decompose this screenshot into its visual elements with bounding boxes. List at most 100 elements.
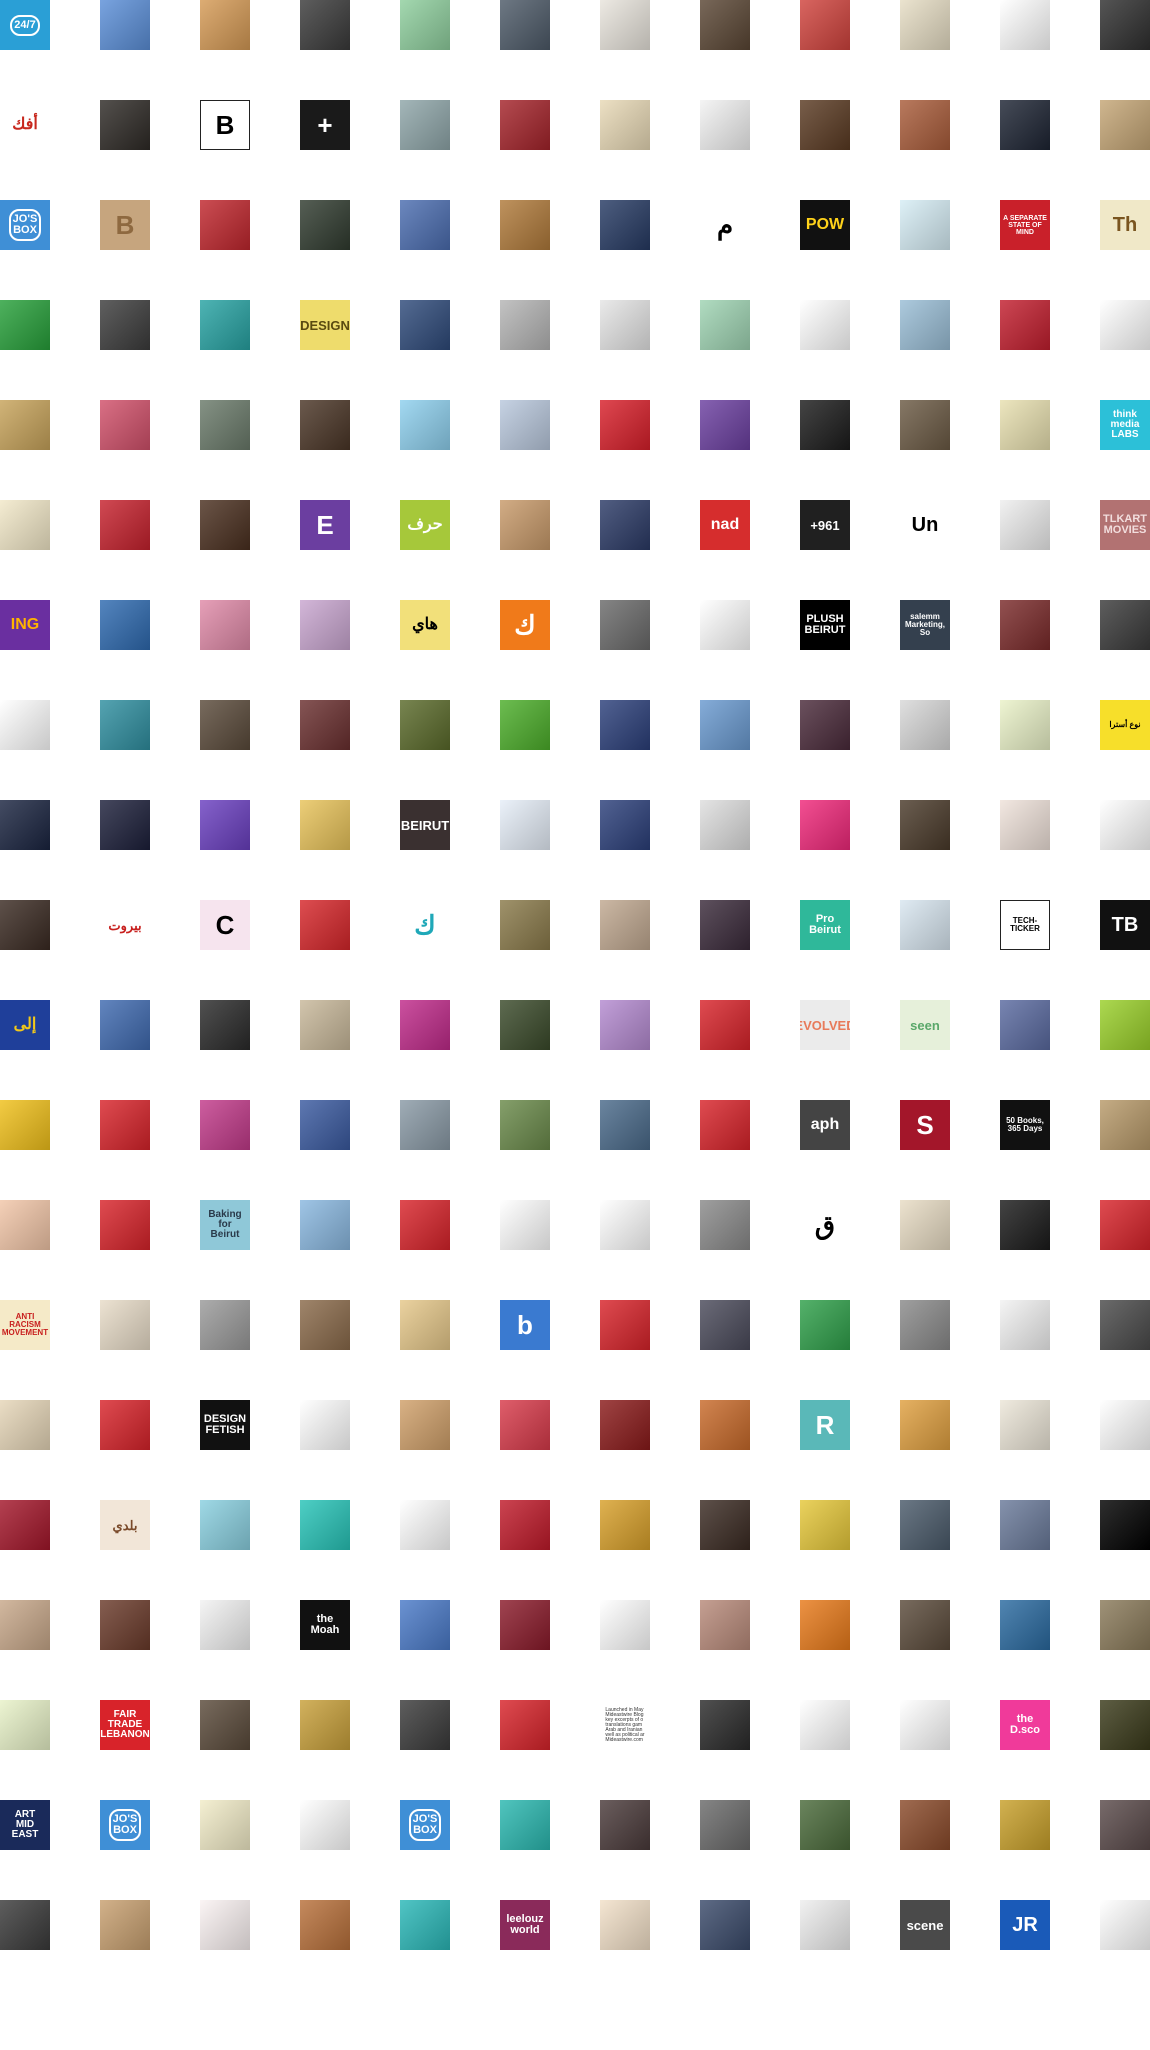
avatar-tile[interactable]: Pro Beirut — [800, 900, 850, 950]
building-icon[interactable] — [400, 200, 450, 250]
lemon-icon[interactable] — [400, 1200, 450, 1250]
avatar-icon[interactable] — [200, 1700, 250, 1750]
avatar-tile[interactable]: PLUSH BEIRUT — [800, 600, 850, 650]
cartoon-face-icon[interactable] — [1000, 400, 1050, 450]
logo-icon[interactable] — [600, 1300, 650, 1350]
emblem-icon[interactable] — [600, 700, 650, 750]
tree-icon[interactable] — [700, 700, 750, 750]
cartoon-face-icon[interactable] — [600, 1900, 650, 1950]
lightning-icon[interactable] — [800, 800, 850, 850]
pattern-icon[interactable] — [600, 1400, 650, 1450]
illustration-icon[interactable] — [200, 1800, 250, 1850]
food-icon[interactable] — [400, 700, 450, 750]
tree-icon[interactable] — [700, 600, 750, 650]
avatar-tile[interactable]: JR — [1000, 1900, 1050, 1950]
avatar-icon[interactable] — [500, 900, 550, 950]
avatar-tile[interactable]: ق — [800, 1200, 850, 1250]
avatar-icon[interactable] — [0, 900, 50, 950]
color-block-icon[interactable] — [300, 400, 350, 450]
flower-icon[interactable] — [300, 1500, 350, 1550]
flowers-icon[interactable] — [1000, 800, 1050, 850]
cedar-flag-icon[interactable] — [100, 1400, 150, 1450]
drink-icon[interactable] — [1000, 1800, 1050, 1850]
avatar-icon[interactable] — [500, 0, 550, 50]
avatar-tile[interactable]: FAIR TRADE LEBANON — [100, 1700, 150, 1750]
cedar-flag-icon[interactable] — [0, 300, 50, 350]
passport-icon[interactable] — [500, 1600, 550, 1650]
ornament-icon[interactable] — [500, 1200, 550, 1250]
cartoon-face-icon[interactable] — [200, 1500, 250, 1550]
pattern-icon[interactable] — [500, 800, 550, 850]
windows-logo-icon[interactable] — [600, 1600, 650, 1650]
rss-icon[interactable] — [700, 1200, 750, 1250]
fist-icon[interactable] — [700, 400, 750, 450]
illustration-icon[interactable] — [900, 900, 950, 950]
avatar-icon[interactable] — [400, 300, 450, 350]
avatar-icon[interactable] — [600, 600, 650, 650]
avatar-icon[interactable] — [500, 1100, 550, 1150]
avatar-tile[interactable]: + — [300, 100, 350, 150]
avatar-tile[interactable]: هاي — [400, 600, 450, 650]
avatar-icon[interactable] — [300, 0, 350, 50]
wreath-icon[interactable] — [200, 1900, 250, 1950]
avatar-icon[interactable] — [200, 700, 250, 750]
avatar-icon[interactable] — [1100, 600, 1150, 650]
avatar-icon[interactable] — [100, 1000, 150, 1050]
star-pattern-icon[interactable] — [900, 1700, 950, 1750]
avatar-tile[interactable]: S — [900, 1100, 950, 1150]
avatar-tile[interactable]: ك — [500, 600, 550, 650]
avatar-icon[interactable] — [600, 200, 650, 250]
avatar-tile[interactable]: TB — [1100, 900, 1150, 950]
paper-icon[interactable] — [900, 1200, 950, 1250]
pattern-icon[interactable] — [100, 700, 150, 750]
avatar-icon[interactable] — [600, 1800, 650, 1850]
avatar-icon[interactable] — [900, 700, 950, 750]
arch-icon[interactable] — [700, 1000, 750, 1050]
avatar-tile[interactable]: JO'S BOX — [100, 1800, 150, 1850]
avatar-tile[interactable]: EVOLVED — [800, 1000, 850, 1050]
cube-pattern-icon[interactable] — [0, 1100, 50, 1150]
avatar-icon[interactable] — [300, 1000, 350, 1050]
pattern-icon[interactable] — [400, 1700, 450, 1750]
molecule-icon[interactable] — [300, 1800, 350, 1850]
mask-icon[interactable] — [500, 1500, 550, 1550]
cedar-pattern-icon[interactable] — [300, 900, 350, 950]
avatar-icon[interactable] — [900, 1800, 950, 1850]
calligraphy-icon[interactable] — [100, 1300, 150, 1350]
heart-logo-icon[interactable] — [1000, 500, 1050, 550]
avatar-tile[interactable]: Baking for Beirut — [200, 1200, 250, 1250]
avatar-tile[interactable]: TECH-TICKER — [1000, 900, 1050, 950]
collage-icon[interactable] — [0, 1600, 50, 1650]
door-icon[interactable] — [500, 1000, 550, 1050]
landscape-icon[interactable] — [400, 100, 450, 150]
avatar-tile[interactable]: B — [100, 200, 150, 250]
fabric-icon[interactable] — [900, 400, 950, 450]
avatar-tile[interactable]: أفك — [0, 100, 50, 150]
landscape-icon[interactable] — [400, 1100, 450, 1150]
avatar-icon[interactable] — [700, 900, 750, 950]
avatar-icon[interactable] — [800, 700, 850, 750]
magazine-icon[interactable] — [1000, 100, 1050, 150]
avatar-icon[interactable] — [400, 1400, 450, 1450]
avatar-icon[interactable] — [700, 0, 750, 50]
avatar-tile[interactable]: ING — [0, 600, 50, 650]
avatar-icon[interactable] — [600, 0, 650, 50]
avatar-tile[interactable]: Un — [900, 500, 950, 550]
building-logo-icon[interactable] — [1000, 1600, 1050, 1650]
avatar-icon[interactable] — [900, 300, 950, 350]
photo-icon[interactable] — [900, 1500, 950, 1550]
avatar-icon[interactable] — [300, 800, 350, 850]
photo-icon[interactable] — [900, 1300, 950, 1350]
cartoon-face-icon[interactable] — [1100, 1400, 1150, 1450]
car-icon[interactable] — [700, 800, 750, 850]
basket-icon[interactable] — [200, 200, 250, 250]
avatar-icon[interactable] — [700, 1300, 750, 1350]
flowers-icon[interactable] — [500, 1700, 550, 1750]
avatar-icon[interactable] — [700, 100, 750, 150]
photo-icon[interactable] — [1100, 0, 1150, 50]
woman-silhouette-icon[interactable] — [600, 1200, 650, 1250]
avatar-tile[interactable]: think media LABS — [1100, 400, 1150, 450]
calligraphy-icon[interactable] — [400, 1000, 450, 1050]
avatar-icon[interactable] — [200, 1300, 250, 1350]
avatar-tile[interactable]: the D.sco — [1000, 1700, 1050, 1750]
